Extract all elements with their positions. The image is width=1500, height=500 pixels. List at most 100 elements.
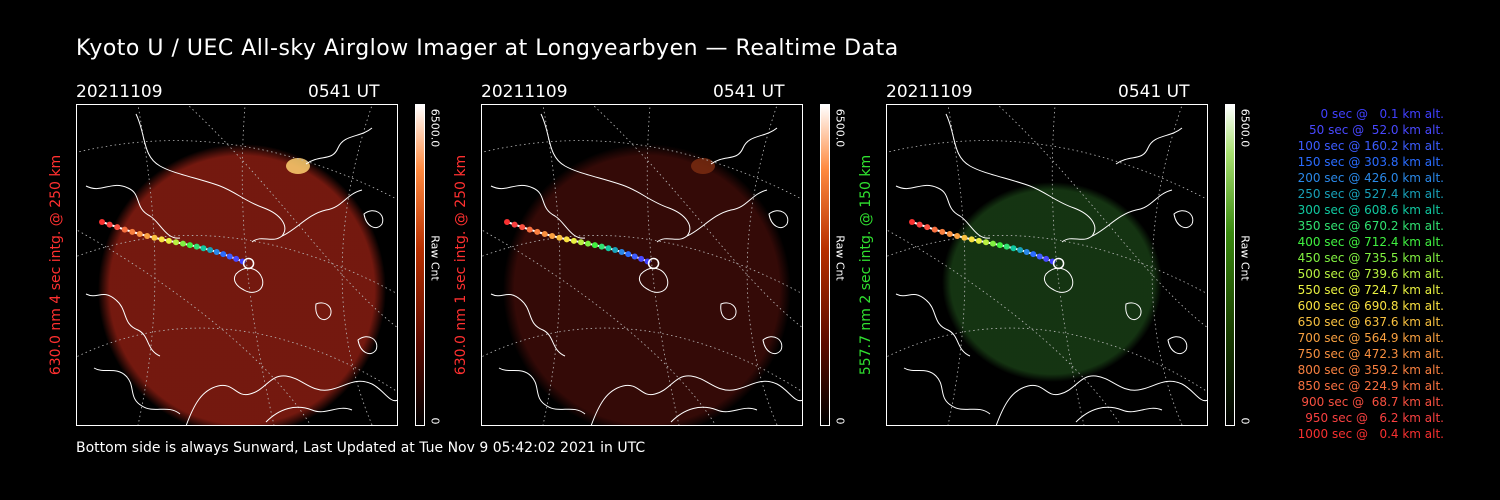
panel-wavelength-label: 630.0 nm 1 sec intg. @ 250 km xyxy=(449,104,473,426)
panel-date: 20211109 xyxy=(76,82,163,102)
allsky-canvas xyxy=(76,104,398,426)
coastline xyxy=(85,113,398,426)
colorbar xyxy=(820,104,830,426)
colorbar-min-text: 0 xyxy=(833,417,847,425)
aurora-bright-spot xyxy=(691,158,715,174)
image-frame xyxy=(886,104,1208,426)
legend-entry: 850 sec @ 224.9 km alt. xyxy=(1297,379,1444,393)
colorbar-min-text: 0 xyxy=(428,417,442,425)
airglow-disk xyxy=(942,182,1162,382)
trajectory-marker xyxy=(982,239,989,246)
panel-557-2sec: 20211109 0541 UT 557.7 nm 2 sec intg. @ … xyxy=(858,78,1286,438)
trajectory-marker xyxy=(946,230,953,237)
colorbar xyxy=(1225,104,1235,426)
coastline xyxy=(895,113,1208,426)
colorbar-min-text: 0 xyxy=(1238,417,1252,425)
trajectory-marker xyxy=(968,236,975,243)
station-marker xyxy=(242,257,255,270)
trajectory-marker xyxy=(106,221,113,228)
trajectory-marker xyxy=(121,226,128,233)
rocket-trajectory xyxy=(909,219,1065,270)
trajectory-marker xyxy=(909,219,915,225)
legend-entry: 800 sec @ 359.2 km alt. xyxy=(1297,363,1444,377)
trajectory-marker xyxy=(200,245,207,252)
trajectory-marker xyxy=(556,234,563,241)
trajectory-marker xyxy=(563,236,570,243)
colorbar-unit-label: Raw Cnt xyxy=(428,228,442,288)
legend-entry: 600 sec @ 690.8 km alt. xyxy=(1297,299,1444,313)
legend-entry: 950 sec @ 6.2 km alt. xyxy=(1305,411,1444,425)
wavelength-label-text: 557.7 nm 2 sec intg. @ 150 km xyxy=(858,154,874,376)
page-title: Kyoto U / UEC All-sky Airglow Imager at … xyxy=(76,36,899,61)
panel-wavelength-label: 557.7 nm 2 sec intg. @ 150 km xyxy=(854,104,878,426)
trajectory-marker xyxy=(526,226,533,233)
colorbar-min-label: 0 xyxy=(428,414,442,428)
legend-entry: 150 sec @ 303.8 km alt. xyxy=(1297,155,1444,169)
colorbar-unit-label: Raw Cnt xyxy=(1238,228,1252,288)
colorbar-unit-text: Raw Cnt xyxy=(1238,235,1252,281)
colorbar xyxy=(415,104,425,426)
trajectory-marker xyxy=(504,219,510,225)
colorbar-max-text: 6500.0 xyxy=(833,108,847,148)
panel-wavelength-label: 630.0 nm 4 sec intg. @ 250 km xyxy=(44,104,68,426)
panel-time: 0541 UT xyxy=(308,82,380,102)
rocket-trajectory xyxy=(504,219,660,270)
trajectory-marker xyxy=(541,230,548,237)
trajectory-marker xyxy=(151,234,158,241)
trajectory-marker xyxy=(144,232,151,239)
trajectory-marker xyxy=(612,247,619,254)
trajectory-marker xyxy=(549,232,556,239)
legend-entry: 100 sec @ 160.2 km alt. xyxy=(1297,139,1444,153)
trajectory-marker xyxy=(638,255,645,262)
colorbar-max-label: 6500.0 xyxy=(833,104,847,164)
trajectory-marker xyxy=(165,237,172,244)
legend-entry: 450 sec @ 735.5 km alt. xyxy=(1297,251,1444,265)
panel-time: 0541 UT xyxy=(1118,82,1190,102)
legend-entry: 400 sec @ 712.4 km alt. xyxy=(1297,235,1444,249)
allsky-image xyxy=(481,104,803,426)
trajectory-marker xyxy=(158,236,165,243)
trajectory-marker xyxy=(186,242,193,249)
trajectory-marker xyxy=(226,253,233,260)
rocket-trajectory xyxy=(99,219,255,270)
trajectory-marker xyxy=(1036,253,1043,260)
station-marker xyxy=(647,257,660,270)
trajectory-marker xyxy=(598,243,605,250)
trajectory-marker xyxy=(179,240,186,247)
trajectory-marker xyxy=(136,230,143,237)
panel-time: 0541 UT xyxy=(713,82,785,102)
colorbar-unit-text: Raw Cnt xyxy=(833,235,847,281)
trajectory-marker xyxy=(625,251,632,258)
legend-entry: 700 sec @ 564.9 km alt. xyxy=(1297,331,1444,345)
footer-note: Bottom side is always Sunward, Last Upda… xyxy=(76,440,646,456)
trajectory-marker xyxy=(631,253,638,260)
legend-entry: 300 sec @ 608.6 km alt. xyxy=(1297,203,1444,217)
panel-630-4sec: 20211109 0541 UT 630.0 nm 4 sec intg. @ … xyxy=(48,78,476,438)
legend-entry: 0 sec @ 0.1 km alt. xyxy=(1320,107,1445,121)
colorbar-unit-text: Raw Cnt xyxy=(428,235,442,281)
trajectory-marker xyxy=(975,237,982,244)
trajectory-marker xyxy=(591,242,598,249)
trajectory-marker xyxy=(172,239,179,246)
trajectory-marker xyxy=(1043,255,1050,262)
legend-entry: 750 sec @ 472.3 km alt. xyxy=(1297,347,1444,361)
allsky-canvas xyxy=(886,104,1208,426)
trajectory-marker xyxy=(220,251,227,258)
colorbar-max-label: 6500.0 xyxy=(1238,104,1252,164)
legend-entry: 900 sec @ 68.7 km alt. xyxy=(1301,395,1444,409)
legend-entry: 350 sec @ 670.2 km alt. xyxy=(1297,219,1444,233)
trajectory-marker xyxy=(519,224,526,231)
trajectory-marker xyxy=(193,243,200,250)
wavelength-label-text: 630.0 nm 1 sec intg. @ 250 km xyxy=(453,154,469,376)
trajectory-marker xyxy=(1010,245,1017,252)
trajectory-marker xyxy=(207,247,214,254)
station-marker xyxy=(1052,257,1065,270)
legend-entry: 550 sec @ 724.7 km alt. xyxy=(1297,283,1444,297)
allsky-image xyxy=(76,104,398,426)
image-frame xyxy=(76,104,398,426)
panel-630-1sec: 20211109 0541 UT 630.0 nm 1 sec intg. @ … xyxy=(453,78,881,438)
colorbar-max-text: 6500.0 xyxy=(428,108,442,148)
legend-entry: 200 sec @ 426.0 km alt. xyxy=(1297,171,1444,185)
trajectory-marker xyxy=(584,240,591,247)
legend-entry: 50 sec @ 52.0 km alt. xyxy=(1309,123,1444,137)
